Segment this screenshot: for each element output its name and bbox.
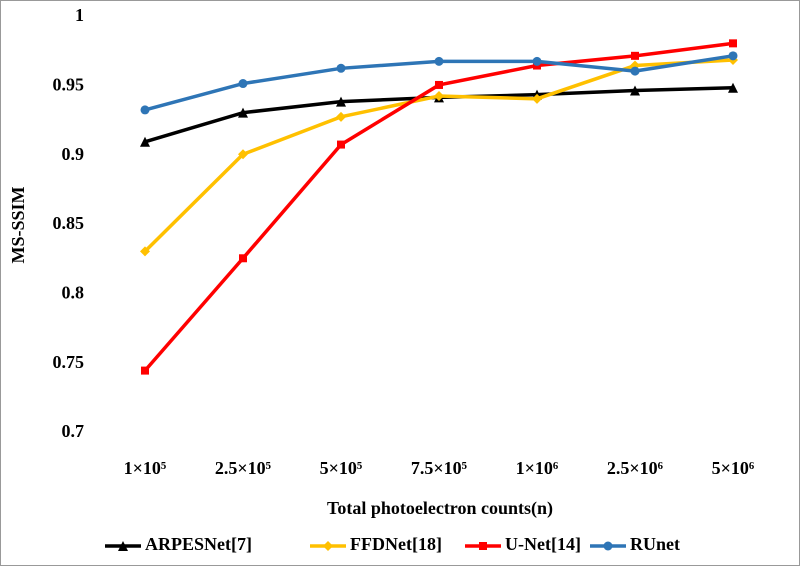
marker [140, 136, 150, 147]
marker [532, 56, 542, 66]
legend-label: ARPESNet[7] [145, 534, 252, 554]
marker [630, 85, 640, 96]
marker [323, 541, 333, 551]
legend-label: U-Net[14] [505, 534, 581, 554]
marker [141, 366, 149, 375]
marker [336, 111, 346, 122]
marker [728, 82, 738, 93]
x-tick-label: 2.5×10⁵ [215, 458, 272, 478]
marker [239, 254, 247, 263]
y-tick-label: 0.7 [62, 421, 85, 441]
marker [728, 51, 738, 61]
marker [630, 66, 640, 76]
x-tick-label: 1×10⁵ [124, 458, 167, 478]
marker [729, 39, 737, 48]
y-tick-label: 0.85 [53, 213, 85, 233]
x-tick-label: 5×10⁶ [712, 458, 755, 478]
x-tick-label: 7.5×10⁵ [411, 458, 468, 478]
x-tick-label: 1×10⁶ [516, 458, 559, 478]
y-tick-label: 0.75 [53, 352, 85, 372]
y-tick-label: 1 [75, 5, 84, 25]
y-tick-label: 0.95 [53, 74, 85, 94]
legend-label: RUnet [630, 534, 680, 554]
marker [603, 541, 613, 551]
marker [434, 56, 444, 66]
marker [479, 542, 487, 550]
marker [434, 91, 444, 102]
marker [337, 140, 345, 149]
y-tick-label: 0.9 [62, 144, 85, 164]
marker [238, 79, 248, 89]
marker [140, 105, 150, 115]
marker [238, 149, 248, 160]
x-tick-label: 5×10⁵ [320, 458, 363, 478]
marker [118, 541, 128, 551]
y-axis-label: MS-SSIM [8, 186, 28, 263]
marker [140, 246, 150, 257]
marker [631, 51, 639, 60]
marker [336, 96, 346, 107]
x-axis-label: Total photoelectron counts(n) [327, 498, 553, 519]
y-tick-label: 0.8 [62, 282, 85, 302]
legend-label: FFDNet[18] [350, 534, 442, 554]
marker [435, 80, 443, 89]
marker [238, 107, 248, 118]
x-tick-label: 2.5×10⁶ [607, 458, 664, 478]
marker [532, 93, 542, 104]
marker [336, 63, 346, 73]
